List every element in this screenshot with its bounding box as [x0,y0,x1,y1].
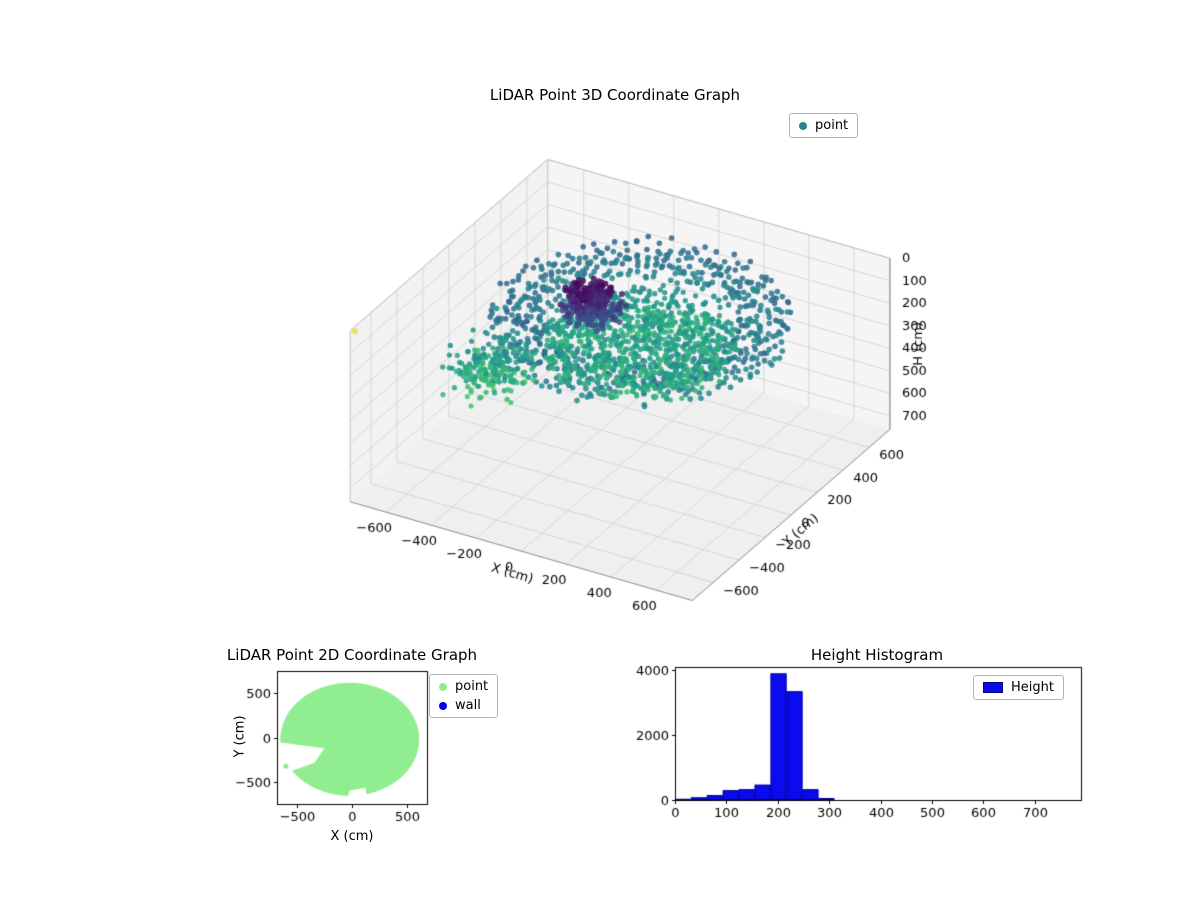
2d-plot-legend: point wall [429,674,499,718]
legend-label: point [815,118,849,133]
legend-marker-dot [439,701,447,710]
legend-marker-dot [439,682,447,691]
3d-plot-title: LiDAR Point 3D Coordinate Graph [489,86,741,104]
legend-item: Height [983,680,1054,695]
3d-plot-legend: point [789,113,859,138]
histogram-legend: Height [973,675,1064,700]
2d-yaxis-label: Y (cm) [232,715,248,758]
legend-item: wall [439,698,488,713]
3d-scatter-canvas [300,100,1000,640]
legend-marker-dot [799,121,807,130]
legend-swatch-rect [983,682,1003,693]
legend-label: wall [455,698,481,713]
legend-label: point [455,679,489,694]
2d-xaxis-label: X (cm) [330,829,374,844]
2d-scatter-canvas [215,640,485,840]
legend-item: point [799,118,848,133]
legend-item: point [439,679,488,694]
legend-label: Height [1011,680,1054,695]
histogram-canvas [620,640,1120,840]
